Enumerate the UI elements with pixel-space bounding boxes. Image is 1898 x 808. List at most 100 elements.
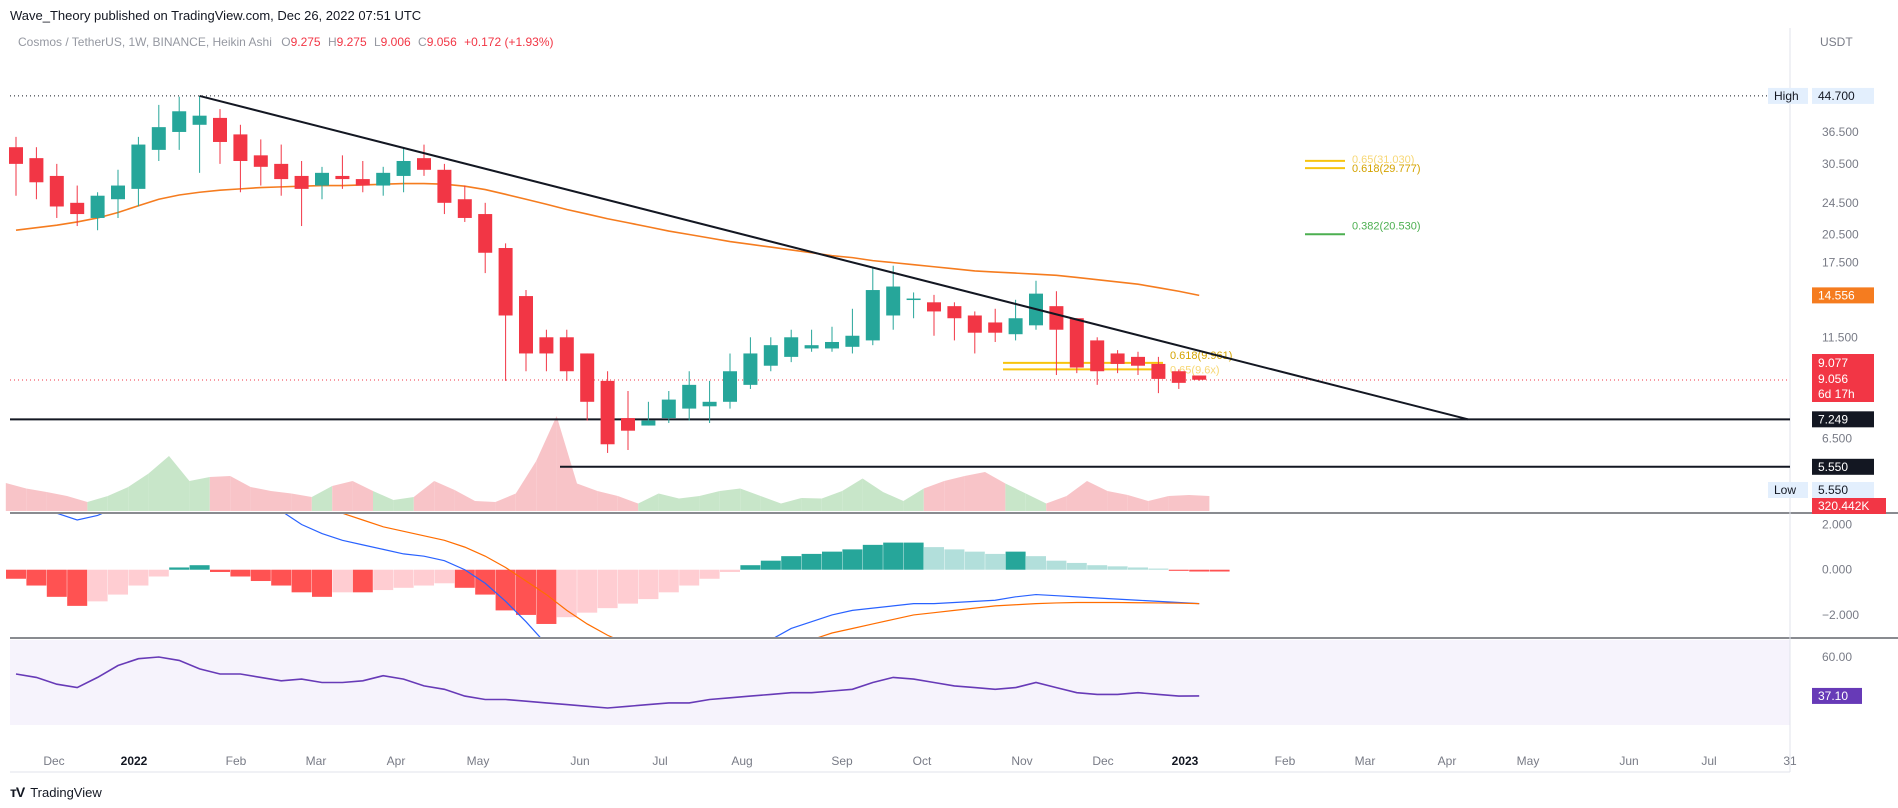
macd-histogram-bar (862, 544, 883, 570)
macd-tick-label: −2.000 (1822, 608, 1859, 622)
candle-body (437, 169, 452, 203)
candle-body (1008, 318, 1023, 335)
legend-open-label: O (281, 35, 290, 49)
legend-close-label: C (418, 35, 427, 49)
macd-histogram-bar (291, 569, 312, 593)
candle-body (1049, 306, 1064, 330)
time-axis-label: 31 (1783, 754, 1797, 768)
macd-histogram-bar (679, 569, 700, 586)
volume-segment (597, 491, 618, 511)
candle-body (723, 371, 737, 402)
macd-histogram-bar (1005, 551, 1026, 570)
candle-body (845, 335, 860, 347)
ma-value-tag-bg (1812, 287, 1874, 304)
volume-segment (781, 498, 802, 511)
macd-histogram-bar (495, 569, 516, 611)
brand-footer[interactable]: ᴛV TradingView (10, 784, 102, 800)
macd-histogram-bar (108, 569, 128, 595)
moving-average (15, 182, 1200, 297)
rsi-value-tag: 37.10 (1818, 689, 1848, 703)
prev-price: 9.077 (1818, 356, 1848, 370)
volume-segment (556, 416, 577, 511)
macd-histogram-bar (760, 560, 781, 570)
candle-body (478, 214, 493, 253)
volume-segment (373, 491, 394, 511)
high-value-bg (1812, 87, 1874, 104)
volume-segment (1127, 495, 1149, 511)
volume-segment (903, 488, 924, 511)
volume-segment (658, 493, 679, 511)
volume-segment (87, 496, 108, 511)
volume-area (5, 416, 1210, 511)
candles (9, 95, 1207, 453)
candle-body (702, 401, 717, 407)
candle-body (355, 179, 370, 186)
volume-segment (1066, 481, 1087, 511)
macd-histogram-bar (597, 569, 618, 609)
candle-body (784, 337, 799, 357)
macd-pane (6, 514, 1230, 637)
volume-segment (311, 486, 333, 511)
volume-segment (271, 491, 292, 511)
volume-segment (944, 476, 965, 511)
volume-segment (393, 497, 414, 511)
macd-histogram-bar (781, 556, 802, 570)
candle-body (9, 147, 23, 164)
legend-symbol: Cosmos / TetherUS, 1W, BINANCE, Heikin A… (18, 35, 272, 49)
volume-value-tag: 320.442K (1818, 499, 1869, 513)
time-axis-label: May (467, 754, 490, 768)
macd-histogram-bar (1148, 568, 1169, 570)
macd-histogram-bar (67, 569, 88, 606)
volume-segment (985, 472, 1006, 511)
volume-segment (26, 488, 47, 511)
price-tick-label: 17.500 (1822, 256, 1859, 270)
candle-body (641, 420, 656, 426)
macd-histogram-bar (393, 569, 414, 588)
macd-histogram-bar (1209, 569, 1230, 572)
high-value: 44.700 (1818, 89, 1855, 103)
time-axis-label: Nov (1011, 754, 1032, 768)
time-axis-label: 2023 (1172, 754, 1199, 768)
candle-body (213, 117, 227, 142)
candle-body (865, 290, 880, 341)
macd-histogram-bar (985, 553, 1006, 570)
volume-segment (1087, 481, 1108, 511)
legend-low-label: L (374, 35, 381, 49)
candle-body (1151, 363, 1166, 379)
macd-histogram-bar (822, 551, 842, 570)
macd-histogram-bar (414, 569, 434, 586)
macd-histogram-bar (842, 549, 863, 570)
volume-segment (638, 493, 659, 511)
macd-histogram-bar (189, 565, 210, 570)
volume-segment (107, 487, 129, 511)
legend-low: 9.006 (381, 35, 411, 49)
candle-body (376, 172, 391, 186)
time-axis-label: Mar (306, 754, 327, 768)
candle-body (947, 306, 962, 319)
volume-segment (1005, 483, 1026, 511)
candle-body (172, 111, 187, 132)
candle-body (49, 175, 64, 207)
low-label: Low (1774, 483, 1796, 497)
level-tag-5550-bg (1812, 458, 1874, 475)
candle-body (131, 144, 146, 189)
candle-body (1110, 353, 1125, 364)
macd-histogram-bar (618, 569, 638, 604)
rsi-tick-label: 60.00 (1822, 650, 1852, 664)
currency-label: USDT (1820, 35, 1853, 49)
fib-label-0618-lower: 0.618(9.961) (1170, 350, 1232, 362)
time-axis-label: May (1517, 754, 1540, 768)
trendline[interactable] (199, 94, 1469, 421)
macd-histogram-bar (230, 569, 251, 577)
volume-segment (495, 493, 516, 511)
candle-body (111, 185, 125, 200)
macd-histogram-bar (924, 547, 944, 570)
candle-body (151, 127, 166, 150)
macd-histogram-bar (148, 569, 169, 577)
time-axis-label: Jun (570, 754, 589, 768)
price-tick-label: 24.500 (1822, 196, 1859, 210)
candle-body (1131, 356, 1145, 366)
fib-label-0382: 0.382(20.530) (1352, 220, 1421, 232)
macd-histogram-bar (516, 569, 536, 615)
